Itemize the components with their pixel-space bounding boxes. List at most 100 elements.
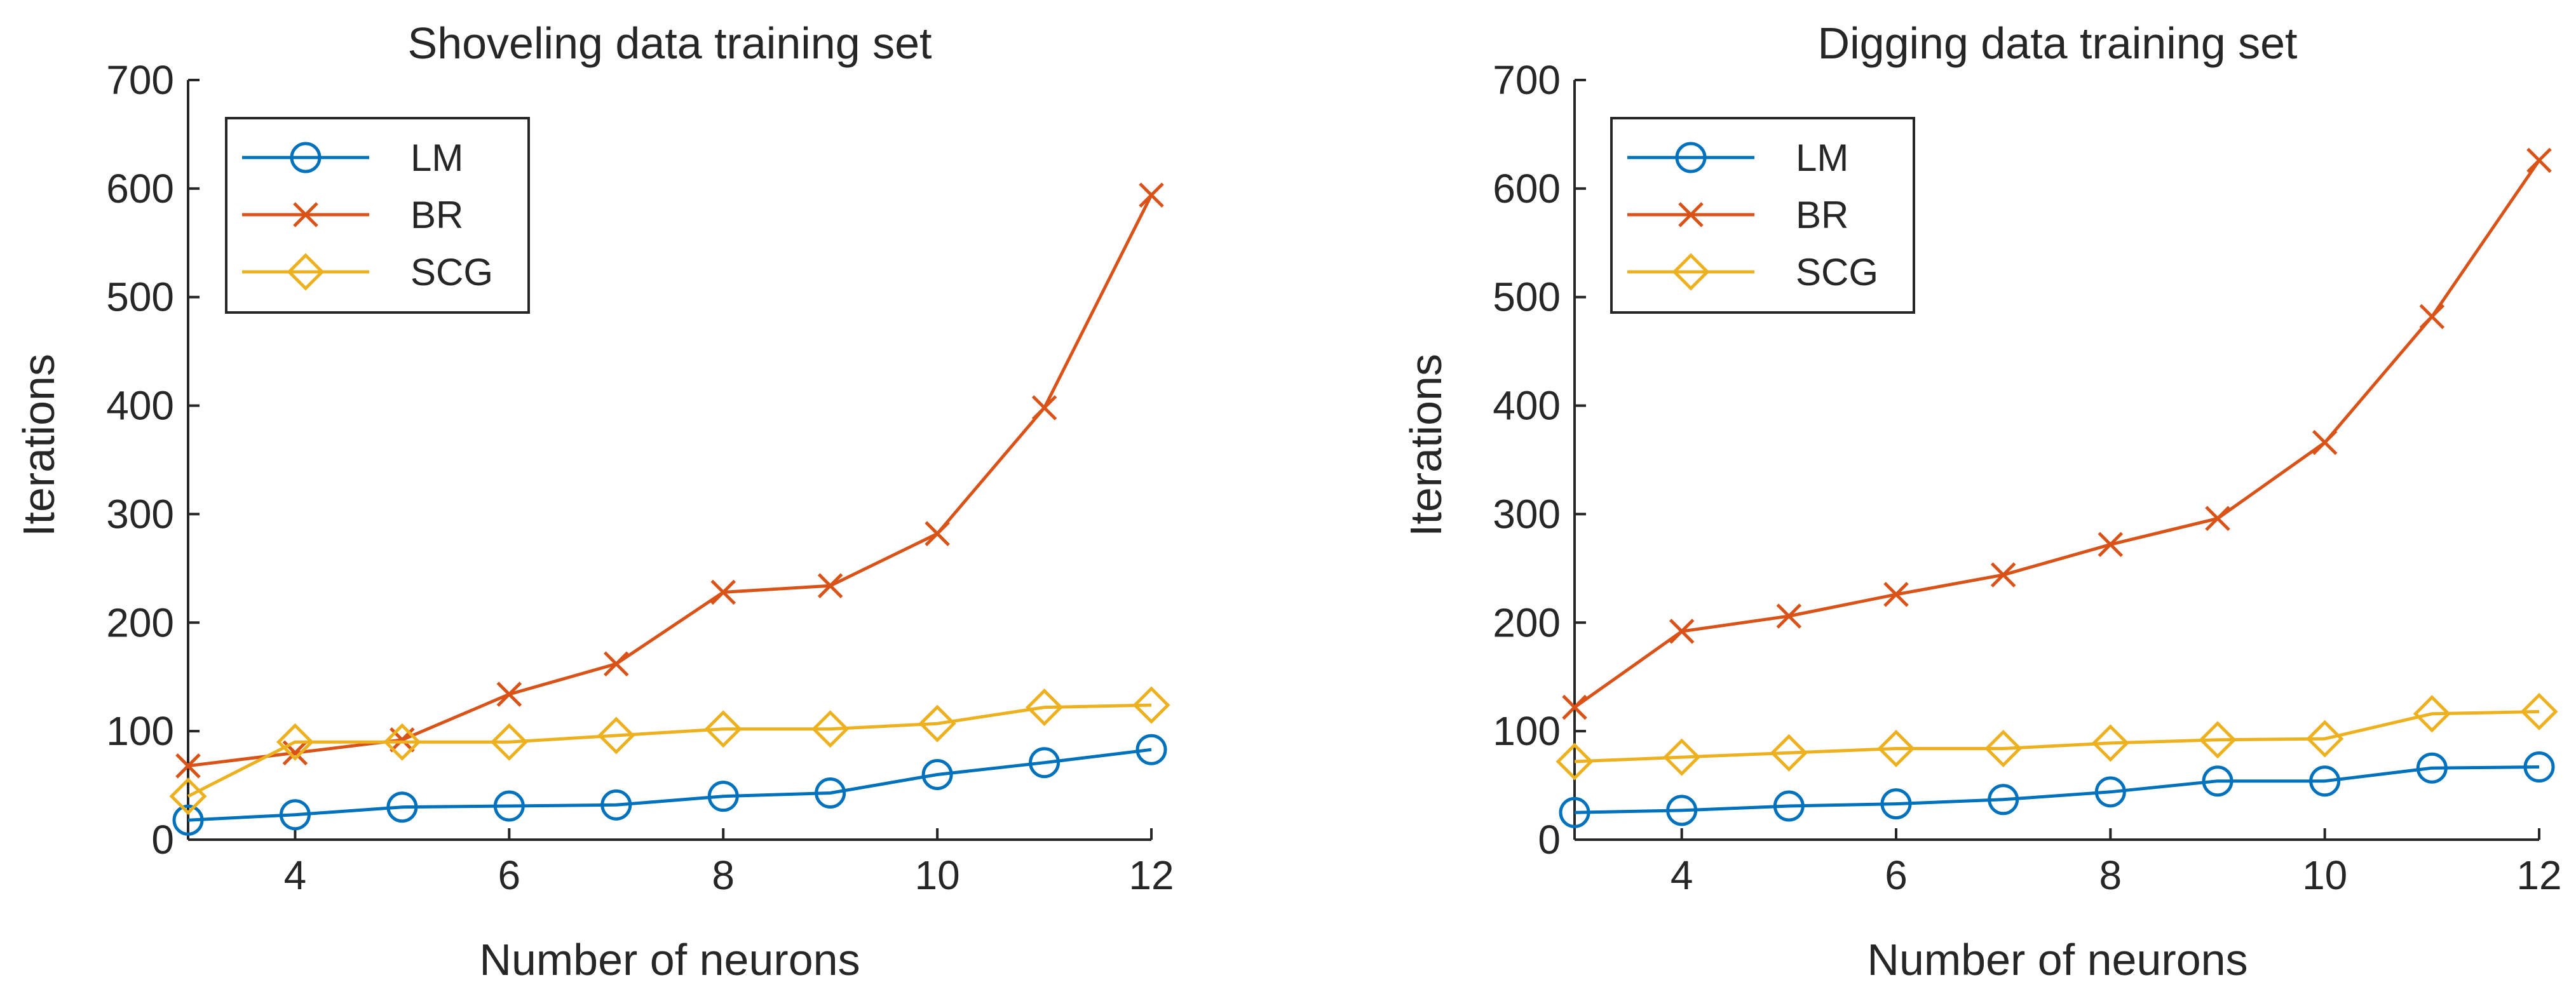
data-point-scg <box>918 704 956 742</box>
data-point-scg <box>2520 692 2558 730</box>
data-point-br <box>2312 429 2338 455</box>
y-tick-label: 200 <box>106 600 174 645</box>
data-point-lm <box>493 790 525 822</box>
data-point-scg <box>704 710 742 748</box>
data-point-scg <box>2413 695 2451 733</box>
data-point-scg <box>1132 686 1170 724</box>
data-point-lm <box>600 789 632 821</box>
data-point-scg <box>1984 729 2023 768</box>
y-tick-label: 400 <box>106 383 174 429</box>
legend-label-br: BR <box>410 194 463 236</box>
data-point-br <box>710 579 736 605</box>
chart-title: Shoveling data training set <box>408 18 932 68</box>
y-axis-label: Iterations <box>1401 354 1451 537</box>
legend-entry-br: BR <box>1627 194 1848 236</box>
data-point-lm <box>172 804 204 836</box>
data-point-br <box>496 682 522 707</box>
series-line-lm <box>1574 765 2540 814</box>
data-point-br <box>1031 395 1057 420</box>
data-point-scg <box>490 723 528 761</box>
y-tick-label: 100 <box>106 708 174 754</box>
data-point-br <box>2419 304 2445 330</box>
data-point-lm <box>815 777 846 809</box>
data-point-lm <box>1135 734 1167 765</box>
data-point-br <box>2526 147 2552 173</box>
x-axis-label: Number of neurons <box>1867 935 2247 984</box>
data-point-lm <box>1880 788 1912 820</box>
series-line-br <box>187 194 1153 768</box>
y-tick-label: 100 <box>1493 708 1561 754</box>
legend-entry-br: BR <box>242 194 463 236</box>
chart-title: Digging data training set <box>1818 18 2298 68</box>
legend-marker-scg <box>287 253 325 291</box>
data-point-scg <box>169 777 207 816</box>
data-point-scg <box>1770 734 1808 772</box>
chart-panel-shoveling: Shoveling data training set Number of ne… <box>14 18 1174 984</box>
data-point-scg <box>1877 729 1915 768</box>
y-tick-label: 700 <box>1493 57 1561 103</box>
data-point-br <box>817 573 843 598</box>
x-tick-label: 4 <box>284 852 307 898</box>
y-tick-label: 600 <box>106 166 174 212</box>
series-line-br <box>1573 159 2541 709</box>
series-layer <box>1556 147 2558 828</box>
axis-ticks: 4 6 8 10 12 0 100 200 300 400 500 600 700 <box>1493 57 2561 898</box>
x-tick-label: 6 <box>498 852 521 898</box>
data-point-br <box>925 521 950 546</box>
y-tick-label: 400 <box>1493 383 1561 429</box>
data-point-scg <box>2306 720 2344 758</box>
data-point-scg <box>276 723 314 761</box>
x-tick-label: 10 <box>915 852 960 898</box>
legend-marker-br <box>1678 202 1704 227</box>
x-tick-label: 6 <box>1885 852 1908 898</box>
data-point-br <box>1776 603 1802 629</box>
x-tick-label: 12 <box>1129 852 1174 898</box>
legend-label-br: BR <box>1796 194 1848 236</box>
axis-ticks: 4 6 8 10 12 0 100 200 300 400 500 600 700 <box>106 57 1174 898</box>
data-point-scg <box>2199 721 2237 759</box>
data-point-br <box>2205 506 2230 532</box>
data-point-br <box>1883 582 1909 607</box>
data-point-br <box>1562 694 1587 720</box>
plot-area-axes <box>187 80 1151 841</box>
data-point-lm <box>2416 752 2448 784</box>
data-point-br <box>604 651 629 676</box>
legend-marker-lm <box>290 142 322 173</box>
legend-marker-scg <box>1672 253 1710 291</box>
y-tick-label: 500 <box>1493 274 1561 320</box>
series-line-scg <box>1574 709 2540 763</box>
data-point-lm <box>1029 747 1061 779</box>
plot-area-axes <box>1573 80 2539 841</box>
data-point-scg <box>383 723 421 761</box>
data-point-lm <box>2202 765 2234 797</box>
legend-marker-lm <box>1675 142 1707 173</box>
legend-entry-lm: LM <box>1627 137 1848 179</box>
data-point-lm <box>2094 776 2126 808</box>
series-line-lm <box>187 748 1152 822</box>
data-point-lm <box>921 758 953 790</box>
data-point-scg <box>597 716 635 755</box>
legend: LM BR SCG <box>1610 117 1915 314</box>
chart-panel-digging: Digging data training set Number of neur… <box>1401 18 2562 984</box>
legend-label-lm: LM <box>410 137 463 179</box>
legend-entry-scg: SCG <box>1627 251 1878 293</box>
data-point-br <box>1669 619 1695 644</box>
data-point-scg <box>1663 738 1701 776</box>
x-tick-label: 12 <box>2516 852 2561 898</box>
y-tick-label: 500 <box>106 274 174 320</box>
data-point-br <box>1990 562 2016 588</box>
legend-label-scg: SCG <box>1796 251 1878 293</box>
series-line-scg <box>187 703 1152 798</box>
x-tick-label: 8 <box>712 852 735 898</box>
data-point-lm <box>1773 790 1805 822</box>
data-point-lm <box>2309 765 2341 797</box>
y-axis-label: Iterations <box>14 354 64 537</box>
y-tick-label: 600 <box>1493 166 1561 212</box>
legend-entry-scg: SCG <box>242 251 493 293</box>
data-point-scg <box>2091 724 2129 762</box>
y-tick-label: 300 <box>1493 491 1561 537</box>
data-point-scg <box>1026 689 1064 727</box>
data-point-lm <box>1559 796 1590 828</box>
data-point-br <box>2098 532 2124 558</box>
